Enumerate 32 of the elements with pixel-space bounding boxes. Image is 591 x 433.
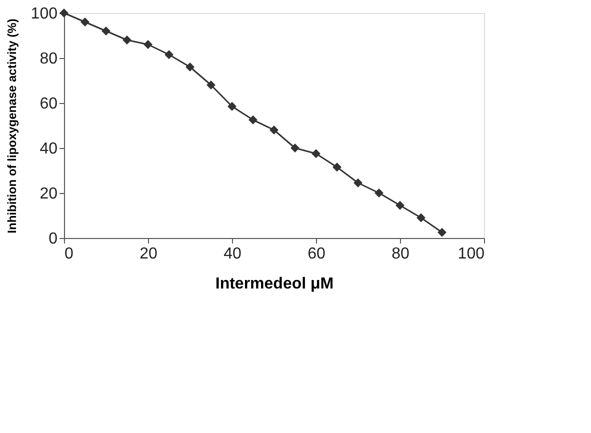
x-tick-label: 0	[64, 246, 74, 262]
x-tick-label: 40	[224, 246, 242, 262]
point	[80, 18, 90, 26]
x-tick-label: 60	[308, 246, 326, 262]
y-tick-label: 100	[30, 6, 58, 22]
point	[312, 149, 320, 158]
y-tick-label: 40	[40, 140, 58, 158]
y-tick-label: 80	[40, 50, 58, 68]
point	[290, 144, 300, 152]
y-tick-label: 0	[48, 230, 58, 248]
point	[270, 126, 278, 134]
point	[416, 213, 426, 222]
point	[248, 115, 258, 124]
point	[396, 200, 404, 210]
point	[164, 50, 174, 60]
x-tick-label: 80	[392, 246, 410, 262]
point	[206, 80, 216, 90]
y-axis-title: Inhibition of lipoxygenase activity (%)	[4, 18, 19, 234]
x-axis-title: Intermedeol μM	[215, 276, 334, 292]
point	[374, 188, 384, 198]
point	[332, 162, 342, 172]
point	[438, 228, 446, 237]
x-tick-label: 20	[140, 246, 158, 262]
point	[186, 62, 194, 72]
point	[122, 36, 132, 44]
point	[354, 178, 362, 188]
y-tick-label: 60	[40, 96, 58, 112]
x-tick-label: 100	[458, 246, 485, 262]
y-tick-label: 20	[40, 186, 58, 202]
point	[228, 102, 236, 111]
point	[102, 26, 110, 36]
point	[144, 40, 152, 49]
